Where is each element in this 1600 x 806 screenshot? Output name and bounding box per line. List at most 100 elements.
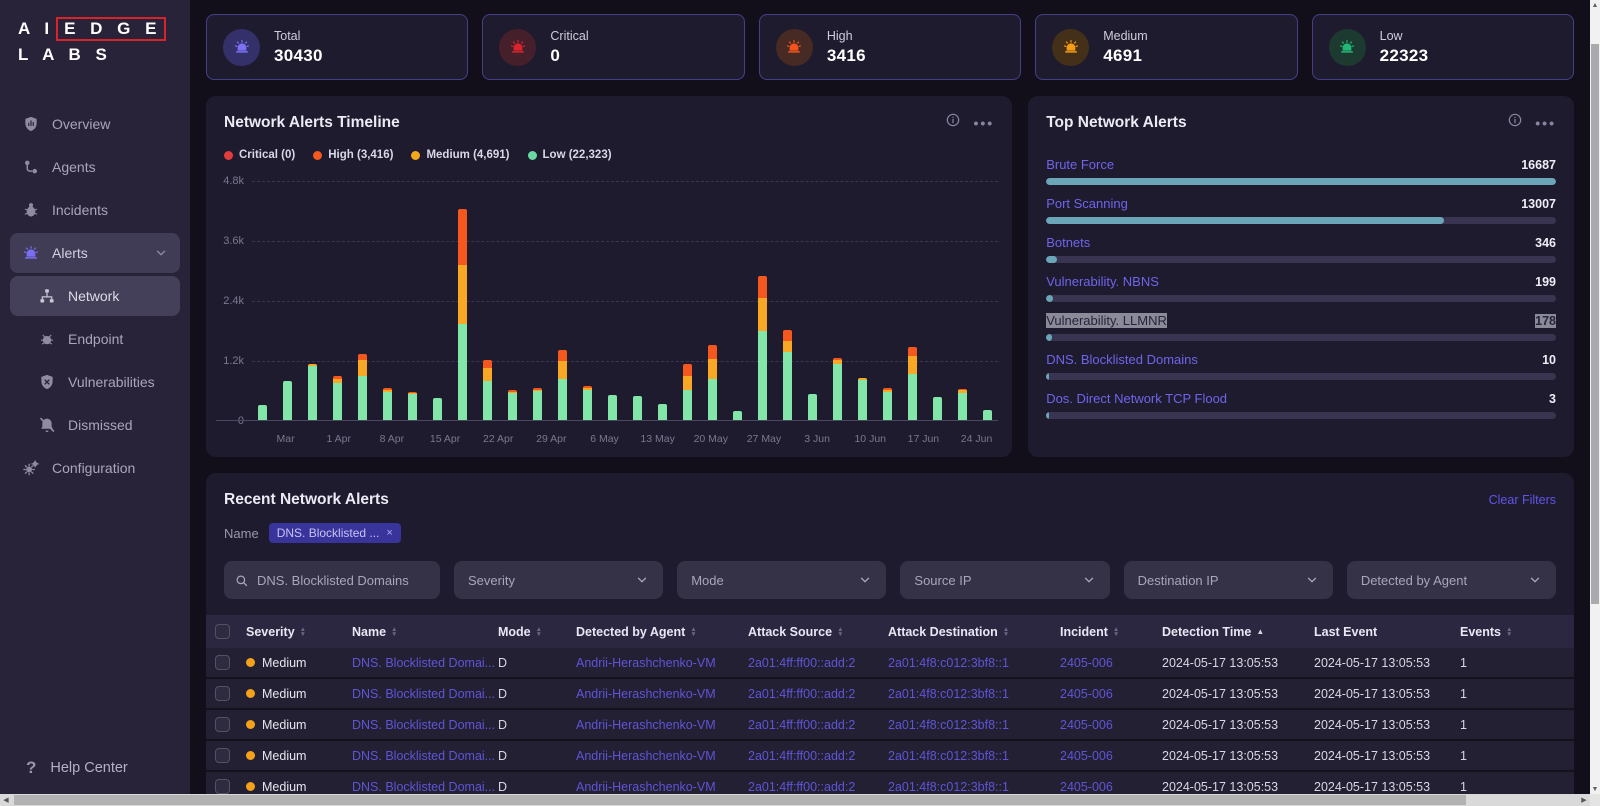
name-filter-chip[interactable]: DNS. Blocklisted ... × [269, 523, 401, 543]
sort-icon[interactable]: ▲▼ [391, 627, 397, 637]
horizontal-scrollbar-thumb[interactable] [14, 795, 1466, 805]
info-icon[interactable] [1507, 112, 1523, 133]
sidebar-item-incidents[interactable]: Incidents [10, 190, 180, 230]
agent-link[interactable]: Andrii-Herashchenko-VM [576, 687, 748, 701]
stacked-bar[interactable] [708, 345, 717, 422]
select-all-checkbox[interactable] [215, 624, 230, 639]
column-header-incident[interactable]: Incident▲▼ [1060, 625, 1162, 639]
attack-destination-link[interactable]: 2a01:4f8:c012:3bf8::1 [888, 718, 1060, 732]
filter-select-destination-ip[interactable]: Destination IP [1124, 561, 1333, 599]
sort-icon[interactable]: ▲▼ [1506, 627, 1512, 637]
sidebar-item-alerts[interactable]: Alerts [10, 233, 180, 273]
sort-icon[interactable]: ▲▼ [690, 627, 696, 637]
column-header-mode[interactable]: Mode▲▼ [498, 625, 576, 639]
sidebar-item-dismissed[interactable]: Dismissed [10, 405, 180, 445]
top-alert-link[interactable]: Vulnerability. NBNS [1046, 274, 1159, 289]
stacked-bar[interactable] [583, 386, 592, 422]
sidebar-item-endpoint[interactable]: Endpoint [10, 319, 180, 359]
legend-item[interactable]: Medium (4,691) [411, 149, 509, 161]
top-alert-link[interactable]: Dos. Direct Network TCP Flood [1046, 391, 1227, 406]
stacked-bar[interactable] [408, 392, 417, 422]
horizontal-scrollbar[interactable]: ◀ ▶ [0, 794, 1590, 806]
scroll-left-arrow-icon[interactable]: ◀ [0, 794, 12, 806]
stacked-bar[interactable] [908, 347, 917, 421]
ellipsis-menu-icon[interactable]: ••• [1535, 115, 1556, 131]
stacked-bar[interactable] [958, 389, 967, 422]
sort-icon[interactable]: ▲▼ [1113, 627, 1119, 637]
row-checkbox[interactable] [215, 748, 230, 763]
filter-select-severity[interactable]: Severity [454, 561, 663, 599]
stacked-bar[interactable] [658, 404, 667, 422]
scroll-up-arrow-icon[interactable]: ▲ [1590, 0, 1600, 10]
stacked-bar[interactable] [283, 381, 292, 421]
filter-select-mode[interactable]: Mode [677, 561, 886, 599]
sidebar-item-configuration[interactable]: Configuration [10, 448, 180, 488]
alert-name-link[interactable]: DNS. Blocklisted Domai... [352, 687, 498, 701]
column-header-detected-by-agent[interactable]: Detected by Agent▲▼ [576, 625, 748, 639]
column-header-events[interactable]: Events▲▼ [1460, 625, 1574, 639]
column-header-attack-source[interactable]: Attack Source▲▼ [748, 625, 888, 639]
incident-link[interactable]: 2405-006 [1060, 656, 1162, 670]
chip-close-icon[interactable]: × [386, 527, 392, 539]
stacked-bar[interactable] [458, 209, 467, 422]
sidebar-item-overview[interactable]: Overview [10, 104, 180, 144]
agent-link[interactable]: Andrii-Herashchenko-VM [576, 749, 748, 763]
stacked-bar[interactable] [808, 394, 817, 422]
filter-select-detected-by-agent[interactable]: Detected by Agent [1347, 561, 1556, 599]
top-alert-link[interactable]: Vulnerability. LLMNR [1046, 313, 1167, 328]
legend-item[interactable]: Low (22,323) [528, 149, 612, 161]
attack-source-link[interactable]: 2a01:4ff:ff00::add:2 [748, 749, 888, 763]
sidebar-item-agents[interactable]: Agents [10, 147, 180, 187]
row-checkbox[interactable] [215, 779, 230, 794]
alert-name-link[interactable]: DNS. Blocklisted Domai... [352, 749, 498, 763]
stacked-bar[interactable] [858, 378, 867, 422]
stacked-bar[interactable] [508, 390, 517, 422]
legend-item[interactable]: Critical (0) [224, 149, 295, 161]
attack-destination-link[interactable]: 2a01:4f8:c012:3bf8::1 [888, 749, 1060, 763]
attack-source-link[interactable]: 2a01:4ff:ff00::add:2 [748, 718, 888, 732]
sort-icon[interactable]: ▲▼ [300, 627, 306, 637]
stacked-bar[interactable] [933, 397, 942, 421]
incident-link[interactable]: 2405-006 [1060, 780, 1162, 794]
incident-link[interactable]: 2405-006 [1060, 718, 1162, 732]
alert-name-link[interactable]: DNS. Blocklisted Domai... [352, 780, 498, 794]
stacked-bar[interactable] [358, 354, 367, 422]
vertical-scrollbar-thumb[interactable] [1591, 44, 1599, 604]
incident-link[interactable]: 2405-006 [1060, 687, 1162, 701]
column-header-last-event[interactable]: Last Event [1314, 625, 1460, 639]
incident-link[interactable]: 2405-006 [1060, 749, 1162, 763]
stacked-bar[interactable] [258, 405, 267, 422]
scroll-right-arrow-icon[interactable]: ▶ [1578, 794, 1590, 806]
row-checkbox[interactable] [215, 717, 230, 732]
sort-icon[interactable]: ▲▼ [536, 627, 542, 637]
alert-name-link[interactable]: DNS. Blocklisted Domai... [352, 718, 498, 732]
stacked-bar[interactable] [833, 358, 842, 421]
search-input[interactable] [257, 573, 430, 588]
stacked-bar[interactable] [483, 360, 492, 422]
stacked-bar[interactable] [333, 376, 342, 421]
ellipsis-menu-icon[interactable]: ••• [973, 115, 994, 131]
column-header-name[interactable]: Name▲▼ [352, 625, 498, 639]
top-alert-link[interactable]: Brute Force [1046, 157, 1114, 172]
clear-filters-link[interactable]: Clear Filters [1489, 493, 1556, 507]
stacked-bar[interactable] [383, 388, 392, 421]
legend-item[interactable]: High (3,416) [313, 149, 393, 161]
stacked-bar[interactable] [608, 395, 617, 421]
agent-link[interactable]: Andrii-Herashchenko-VM [576, 656, 748, 670]
sort-icon[interactable]: ▲▼ [1003, 627, 1009, 637]
top-alert-link[interactable]: Botnets [1046, 235, 1090, 250]
sidebar-item-vulnerabilities[interactable]: Vulnerabilities [10, 362, 180, 402]
filter-select-source-ip[interactable]: Source IP [900, 561, 1109, 599]
stacked-bar[interactable] [558, 350, 567, 421]
vertical-scrollbar[interactable]: ▲ ▼ [1590, 0, 1600, 794]
column-header-severity[interactable]: Severity▲▼ [246, 625, 352, 639]
stacked-bar[interactable] [633, 396, 642, 421]
stacked-bar[interactable] [683, 364, 692, 421]
row-checkbox[interactable] [215, 686, 230, 701]
agent-link[interactable]: Andrii-Herashchenko-VM [576, 780, 748, 794]
attack-destination-link[interactable]: 2a01:4f8:c012:3bf8::1 [888, 687, 1060, 701]
info-icon[interactable] [945, 112, 961, 133]
attack-source-link[interactable]: 2a01:4ff:ff00::add:2 [748, 656, 888, 670]
attack-destination-link[interactable]: 2a01:4f8:c012:3bf8::1 [888, 780, 1060, 794]
stacked-bar[interactable] [783, 330, 792, 421]
